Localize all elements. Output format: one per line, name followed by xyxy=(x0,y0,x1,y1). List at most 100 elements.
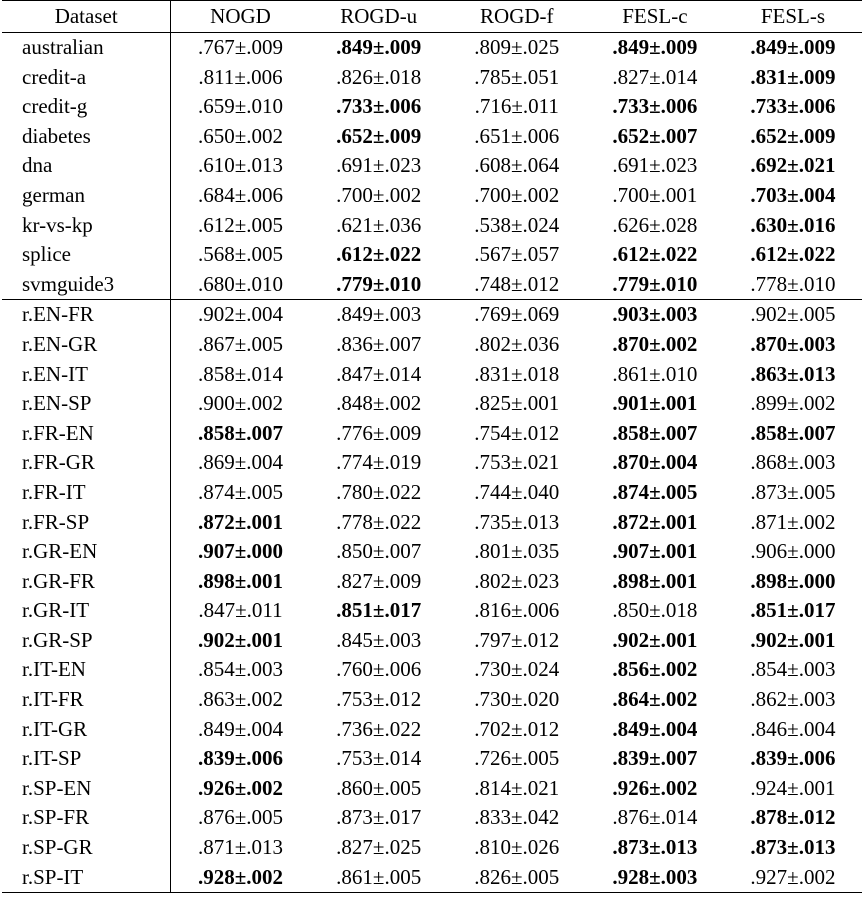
value-cell: .856±.002 xyxy=(612,657,698,682)
value-cell: .753±.012 xyxy=(336,687,422,712)
value-cell: .907±.000 xyxy=(198,539,284,564)
value-cell: .736±.022 xyxy=(336,716,422,741)
value-cell: .876±.014 xyxy=(612,805,698,830)
value-cell: .733±.006 xyxy=(612,94,698,119)
table-row: r.IT-SP .839±.006 .753±.014 .726±.005 .839±.… xyxy=(2,744,862,774)
table-row: r.GR-FR .898±.001 .827±.009 .802±.023 .898±.… xyxy=(2,566,862,597)
dataset-name-cell: r.FR-SP xyxy=(2,507,172,538)
table-header: Dataset NOGD ROGD-u ROGD-f FESL-c FESL-s xyxy=(2,0,862,33)
value-cell: .873±.013 xyxy=(612,835,698,860)
value-cell: .849±.004 xyxy=(198,716,284,741)
table-row: r.GR-EN .907±.000 .850±.007 .801±.035 .907±.… xyxy=(2,537,862,567)
value-cell: .797±.012 xyxy=(474,627,560,652)
value-cell: .700±.001 xyxy=(612,182,698,207)
dataset-name-cell: r.FR-GR xyxy=(2,448,172,478)
value-cell: .700±.002 xyxy=(474,182,560,207)
value-cell: .748±.012 xyxy=(474,271,560,296)
value-cell: .863±.002 xyxy=(198,687,284,712)
dataset-name-cell: r.GR-EN xyxy=(2,537,172,567)
value-cell: .902±.001 xyxy=(750,627,836,652)
value-cell: .849±.004 xyxy=(612,716,698,741)
value-cell: .831±.018 xyxy=(474,361,560,386)
value-cell: .630±.016 xyxy=(750,212,836,237)
value-cell: .850±.018 xyxy=(612,598,698,623)
value-cell: .926±.002 xyxy=(198,775,284,800)
header-nogd: NOGD xyxy=(210,4,271,28)
value-cell: .780±.022 xyxy=(336,479,422,504)
header-dataset: Dataset xyxy=(2,0,172,33)
value-cell: .928±.003 xyxy=(585,862,724,894)
value-cell: .612±.022 xyxy=(336,242,422,267)
value-cell: .785±.051 xyxy=(474,64,560,89)
value-cell: .744±.040 xyxy=(474,479,560,504)
value-cell: .776±.009 xyxy=(336,420,422,445)
dataset-name-cell: r.SP-GR xyxy=(2,833,172,863)
value-cell: .691±.023 xyxy=(336,153,422,178)
value-cell: .874±.005 xyxy=(198,479,284,504)
value-cell: .849±.009 xyxy=(723,31,862,63)
dataset-name-cell: r.GR-FR xyxy=(2,566,172,597)
value-cell: .870±.004 xyxy=(612,450,698,475)
value-cell: .871±.013 xyxy=(198,835,284,860)
value-cell: .730±.024 xyxy=(474,657,560,682)
dataset-name-cell: r.EN-GR xyxy=(2,329,172,360)
value-cell: .814±.021 xyxy=(474,775,560,800)
table-row: australian .767±.009.849±.009.809±.025.84… xyxy=(2,31,862,63)
value-cell: .684±.006 xyxy=(198,182,284,207)
value-cell: .924±.001 xyxy=(750,775,836,800)
value-cell: .652±.009 xyxy=(750,123,836,148)
table-row: r.IT-GR .849±.004 .736±.022 .702±.012 .849±.… xyxy=(2,714,862,745)
dataset-name-cell: r.EN-SP xyxy=(2,389,172,419)
value-cell: .899±.002 xyxy=(750,391,836,416)
value-cell: .826±.018 xyxy=(336,64,422,89)
value-cell: .836±.007 xyxy=(336,331,422,356)
value-cell: .839±.006 xyxy=(198,746,284,771)
value-cell: .612±.022 xyxy=(750,242,836,267)
value-cell: .692±.021 xyxy=(750,153,836,178)
value-cell: .778±.022 xyxy=(336,509,422,534)
dataset-name-cell: r.IT-SP xyxy=(2,744,172,774)
value-cell: .873±.013 xyxy=(750,835,836,860)
value-cell: .652±.007 xyxy=(612,123,698,148)
dataset-name-cell: svmguide3 xyxy=(2,269,172,300)
value-cell: .850±.007 xyxy=(336,539,422,564)
value-cell: .716±.011 xyxy=(474,94,559,119)
table-row: kr-vs-kp .612±.005 .621±.036 .538±.024 .626±… xyxy=(2,210,862,241)
dataset-name-cell: r.FR-IT xyxy=(2,477,172,508)
value-cell: .900±.002 xyxy=(198,391,284,416)
dataset-name-cell: r.SP-IT xyxy=(2,862,172,894)
dataset-name-cell: r.GR-SP xyxy=(2,625,172,656)
value-cell: .861±.010 xyxy=(612,361,698,386)
value-cell: .854±.003 xyxy=(750,657,836,682)
dataset-name-cell: kr-vs-kp xyxy=(2,210,172,241)
value-cell: .858±.014 xyxy=(198,361,284,386)
table-row: r.EN-GR .867±.005 .836±.007 .802±.036 .870±.… xyxy=(2,329,862,360)
table-row: r.GR-SP .902±.001 .845±.003 .797±.012 .902±.… xyxy=(2,625,862,656)
value-cell: .754±.012 xyxy=(474,420,560,445)
header-fesl-s: FESL-s xyxy=(760,4,826,28)
value-cell: .858±.007 xyxy=(198,420,284,445)
table-row: r.EN-IT .858±.014 .847±.014 .831±.018 .861±.… xyxy=(2,359,862,390)
dataset-name-cell: dna xyxy=(2,151,172,181)
value-cell: .608±.064 xyxy=(474,153,560,178)
value-cell: .691±.023 xyxy=(612,153,698,178)
value-cell: .907±.001 xyxy=(612,539,698,564)
value-cell: .753±.021 xyxy=(474,450,560,475)
value-cell: .876±.005 xyxy=(198,805,284,830)
value-cell: .849±.009 xyxy=(585,31,724,63)
value-cell: .827±.009 xyxy=(336,568,422,593)
table-row: dna .610±.013 .691±.023 .608±.064 .691±.023.… xyxy=(2,151,862,181)
value-cell: .778±.010 xyxy=(750,271,836,296)
value-cell: .868±.003 xyxy=(750,450,836,475)
value-cell: .902±.004 xyxy=(170,299,310,330)
value-cell: .870±.003 xyxy=(750,331,836,356)
value-cell: .873±.005 xyxy=(750,479,836,504)
value-cell: .870±.002 xyxy=(612,331,698,356)
value-cell: .612±.022 xyxy=(612,242,698,267)
value-cell: .825±.001 xyxy=(474,391,560,416)
value-cell: .854±.003 xyxy=(198,657,284,682)
value-cell: .849±.009 xyxy=(309,31,448,63)
table-row: r.IT-FR .863±.002 .753±.012 .730±.020 .864±.… xyxy=(2,685,862,715)
value-cell: .810±.026 xyxy=(474,835,560,860)
value-cell: .774±.019 xyxy=(336,450,422,475)
